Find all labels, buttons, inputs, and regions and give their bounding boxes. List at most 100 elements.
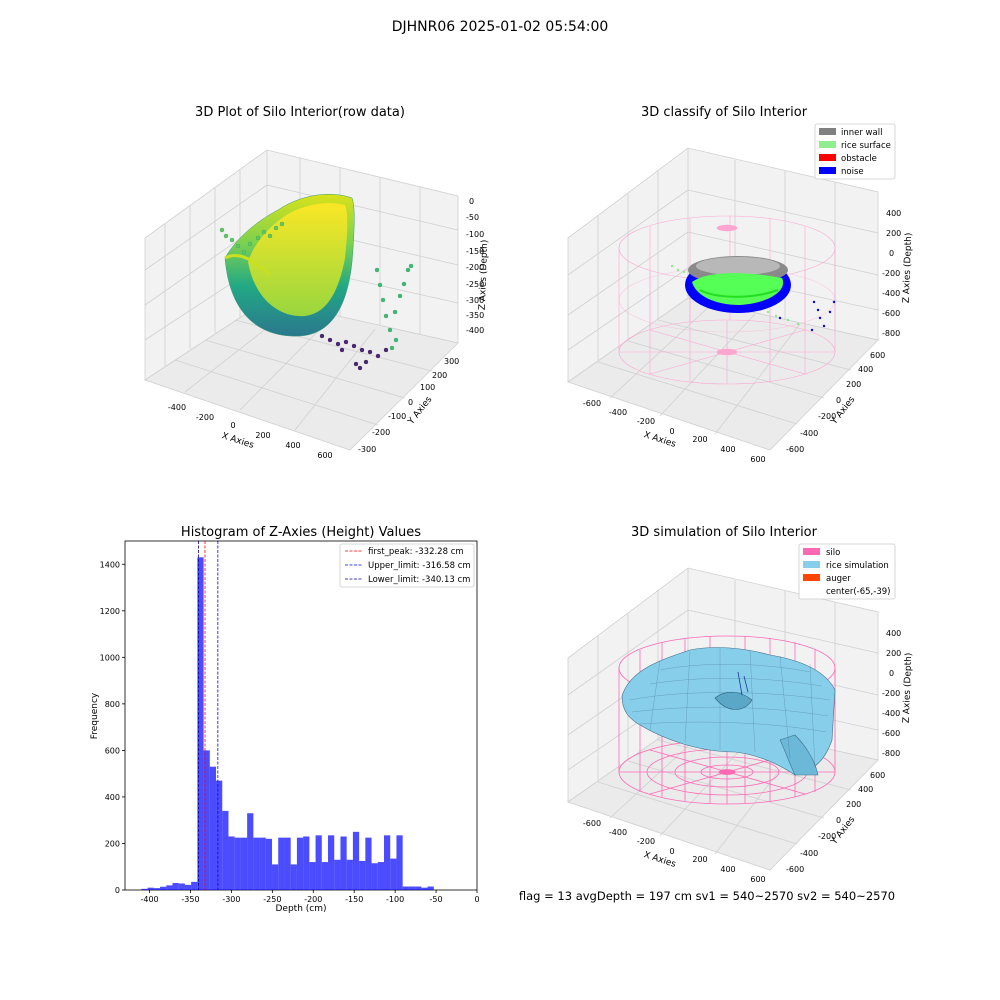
- histogram-bar: [408, 886, 416, 890]
- classify-legend-label: rice surface: [841, 141, 891, 151]
- simulation-ytick: 0: [836, 816, 841, 825]
- simulation-legend-label: silo: [826, 548, 840, 558]
- classify-legend-label: inner wall: [841, 128, 882, 138]
- histogram-bar: [240, 837, 248, 890]
- histogram-xticks: -400 -350 -300 -250 -200 -150 -100 -50 0: [140, 890, 480, 904]
- classify-legend-label: noise: [841, 167, 864, 177]
- simulation-xtick: 200: [692, 855, 707, 864]
- histogram-bar: [216, 780, 223, 890]
- simulation-zlabel: Z Axies (Depth): [902, 653, 914, 724]
- raw-data-yticks: -300 -200 -100 0 100 200 300: [358, 357, 459, 454]
- histogram-bar: [346, 859, 353, 890]
- raw-ztick: -200: [466, 263, 484, 272]
- raw-ztick: -50: [466, 213, 479, 222]
- histogram-legend-item: first_peak: -332.28 cm: [345, 547, 464, 557]
- histogram-title: Histogram of Z-Axies (Height) Values: [181, 525, 421, 540]
- classify-xtick: -600: [583, 399, 601, 408]
- histogram-bar: [191, 881, 198, 890]
- histogram-vlines: [198, 541, 219, 890]
- simulation-zticks: 400 200 0 -200 -400 -600 -800: [882, 629, 901, 758]
- histogram-bar: [296, 837, 304, 890]
- histogram-ytick-label: 200: [105, 839, 120, 848]
- panel-simulation-title: 3D simulation of Silo Interior: [631, 525, 818, 540]
- simulation-ytick: -400: [800, 849, 818, 858]
- classify-yticks: -600 -400 -200 0 200 400 600: [786, 351, 885, 454]
- histogram-bars: [141, 557, 434, 890]
- simulation-ztick: 0: [889, 669, 894, 678]
- histogram-bar: [415, 886, 422, 890]
- classify-ztick: -800: [882, 329, 900, 338]
- raw-floor-points: [319, 333, 389, 371]
- histogram-bar: [365, 837, 372, 890]
- simulation-xtick: 400: [720, 865, 735, 874]
- simulation-ztick: -800: [882, 749, 900, 758]
- histogram-bar: [309, 862, 316, 890]
- classify-ytick: -400: [800, 429, 818, 438]
- histogram-bar: [427, 886, 434, 890]
- histogram-bar: [315, 835, 322, 890]
- histogram-bar: [184, 884, 192, 890]
- simulation-legend: silo rice simulation auger center(-65,-3…: [798, 543, 896, 600]
- simulation-yticks: -600 -400 -200 0 200 400 600: [786, 771, 885, 874]
- panel-classify-title: 3D classify of Silo Interior: [641, 105, 808, 120]
- histogram-legend-label: first_peak: -332.28 cm: [368, 547, 464, 557]
- histogram-bar: [321, 862, 329, 890]
- histogram-bar: [222, 810, 229, 890]
- raw-xtick: 600: [317, 451, 332, 460]
- histogram-bar: [390, 858, 397, 890]
- simulation-ztick: 200: [886, 649, 901, 658]
- classify-rice-surface: [692, 273, 784, 305]
- histogram-bar: [247, 813, 254, 890]
- classify-ytick: 200: [846, 380, 861, 389]
- histogram-bar: [265, 838, 273, 890]
- histogram-xtick-label: -350: [181, 895, 199, 904]
- histogram-bar: [228, 836, 235, 890]
- raw-ytick: -100: [388, 412, 406, 421]
- classify-point-cloud: [670, 256, 836, 332]
- histogram-xtick-label: -300: [222, 895, 240, 904]
- status-line: flag = 13 avgDepth = 197 cm sv1 = 540~25…: [519, 889, 895, 903]
- histogram-bar: [377, 862, 385, 890]
- raw-zlabel: Z Axies (Depth): [478, 240, 490, 311]
- simulation-auger: [737, 671, 749, 696]
- histogram-bar: [421, 887, 428, 890]
- panel-simulation: 3D simulation of Silo Interior: [567, 525, 914, 884]
- classify-ztick: 0: [889, 249, 894, 258]
- classify-legend-item: obstacle: [819, 154, 877, 164]
- histogram-xtick-label: -50: [430, 895, 443, 904]
- classify-legend-swatch: [819, 128, 836, 135]
- simulation-rice-surface: [621, 647, 836, 776]
- raw-xlabel: X Axies: [220, 431, 255, 451]
- classify-rice-scatter: [670, 264, 800, 326]
- classify-inner-wall-highlight: [696, 257, 780, 275]
- classify-legend: inner wall rice surface obstacle noise: [814, 123, 896, 180]
- simulation-xtick: -400: [609, 828, 627, 837]
- classify-zticks: 400 200 0 -200 -400 -600 -800: [882, 209, 901, 338]
- histogram-bar: [402, 886, 409, 890]
- raw-bowl-rim: [224, 253, 271, 277]
- classify-xtick: 200: [692, 435, 707, 444]
- classify-ytick: 0: [836, 396, 841, 405]
- histogram-bar: [197, 557, 204, 890]
- histogram-bar: [141, 888, 148, 890]
- classify-ytick: 600: [870, 351, 885, 360]
- histogram-bar: [328, 835, 335, 890]
- raw-bowl-inner: [248, 203, 348, 317]
- classify-ytick: -200: [818, 412, 836, 421]
- classify-ztick: -400: [882, 289, 900, 298]
- classify-legend-label: obstacle: [841, 154, 877, 164]
- histogram-legend-item: Lower_limit: -340.13 cm: [345, 575, 470, 585]
- simulation-xtick: 0: [669, 847, 674, 856]
- histogram-ytick-label: 800: [105, 700, 120, 709]
- raw-data-zticks: 0 -50 -100 -150 -200 -250 -300 -350 -400: [466, 197, 484, 335]
- raw-ytick: -300: [358, 445, 376, 454]
- simulation-ztick: -400: [882, 709, 900, 718]
- simulation-legend-item: auger: [803, 574, 851, 584]
- raw-ztick: -150: [466, 247, 484, 256]
- raw-wall-points-right: [374, 263, 414, 351]
- histogram-ytick-label: 400: [105, 793, 120, 802]
- simulation-ytick: 400: [858, 785, 873, 794]
- histogram-bar: [290, 864, 297, 890]
- histogram-ylabel: Frequency: [90, 692, 100, 739]
- histogram-bar: [340, 836, 347, 890]
